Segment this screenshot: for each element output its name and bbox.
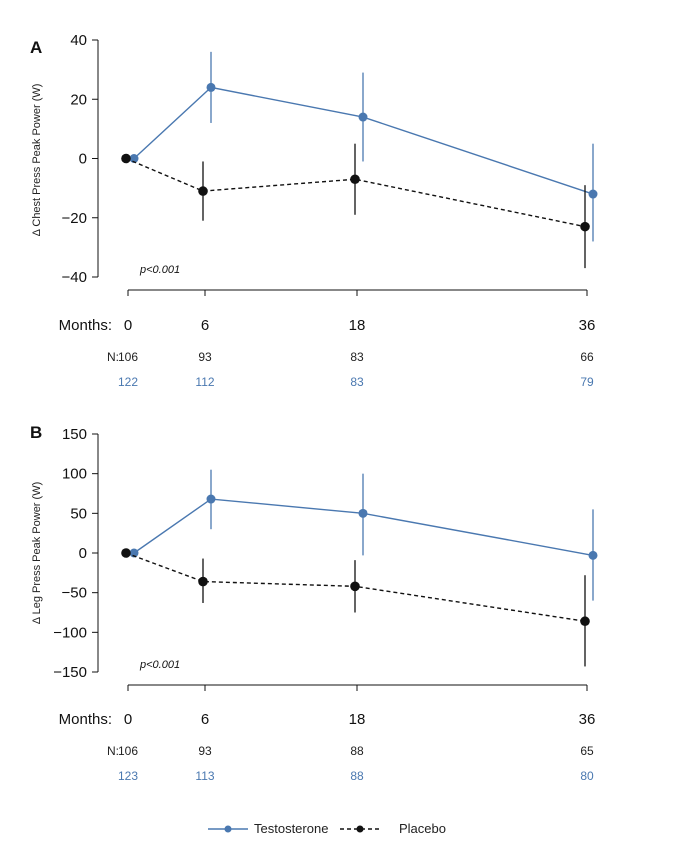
p-value-b: p<0.001 [139,659,180,671]
y-axis-label-a: Δ Chest Press Peak Power (W) [31,84,43,237]
n-count-placebo-a: 66 [580,350,594,364]
data-point-testosterone-b [129,548,139,558]
data-point-testosterone-a [588,189,598,199]
y-tick-label-b: 0 [79,545,87,562]
data-point-placebo-b [198,576,208,587]
n-count-testosterone-a: 122 [118,375,138,389]
data-point-testosterone-b [358,508,368,518]
n-count-placebo-a: 83 [350,350,364,364]
x-tick-label-a: 36 [579,317,596,334]
panel-b: B Δ Leg Press Peak Power (W) p<0.001 Mon… [30,423,598,783]
n-label-a: N: [107,350,119,364]
n-count-testosterone-b: 80 [580,769,594,783]
n-count-testosterone-b: 123 [118,769,138,783]
y-axis-label-b: Δ Leg Press Peak Power (W) [31,482,43,624]
data-point-placebo-a [350,174,360,185]
data-point-placebo-a [198,186,208,196]
n-count-testosterone-b: 88 [350,769,364,783]
data-point-testosterone-a [358,112,368,122]
series-line-placebo-b [125,552,586,622]
months-label-a: Months: [59,317,112,334]
panel-letter-a: A [30,38,42,57]
y-tick-label-a: −20 [62,210,87,227]
data-point-testosterone-a [206,82,216,92]
series-line-placebo-a [125,157,586,228]
n-label-b: N: [107,744,119,758]
n-count-testosterone-a: 83 [350,375,364,389]
n-count-testosterone-a: 79 [580,375,594,389]
data-point-testosterone-b [206,494,216,504]
n-count-placebo-a: 106 [118,350,138,364]
months-label-b: Months: [59,711,112,728]
y-tick-label-a: −40 [62,269,87,286]
data-point-testosterone-b [588,550,598,560]
legend: Testosterone Placebo [208,821,446,836]
data-point-placebo-a [580,221,590,232]
y-tick-label-a: 40 [70,32,87,49]
n-count-placebo-b: 88 [350,744,364,758]
x-tick-label-b: 6 [201,711,209,728]
legend-placebo-label: Placebo [399,821,446,836]
panel-a: A Δ Chest Press Peak Power (W) p<0.001 M… [30,32,598,389]
data-point-placebo-b [121,548,131,558]
n-count-placebo-a: 93 [198,350,212,364]
x-tick-label-b: 36 [579,711,596,728]
data-point-placebo-b [350,581,360,592]
x-tick-label-b: 0 [124,711,132,728]
series-line-testosterone-b [133,498,594,557]
n-count-placebo-b: 93 [198,744,212,758]
x-tick-label-a: 0 [124,317,132,334]
n-count-placebo-b: 65 [580,744,594,758]
y-tick-label-a: 20 [70,91,87,108]
p-value-a: p<0.001 [139,264,180,276]
data-point-placebo-a [121,153,131,164]
data-point-testosterone-a [129,154,139,163]
n-count-testosterone-a: 112 [195,375,214,389]
y-tick-label-b: −100 [53,624,87,641]
legend-placebo-marker [356,825,364,833]
legend-testosterone-marker [224,825,232,833]
y-tick-label-b: 150 [62,426,87,443]
x-tick-label-a: 18 [349,317,366,334]
y-tick-label-b: 50 [70,505,87,522]
panel-letter-b: B [30,423,42,442]
x-tick-label-a: 6 [201,317,209,334]
n-count-placebo-b: 106 [118,744,138,758]
y-tick-label-b: −150 [53,664,87,681]
n-count-testosterone-b: 113 [195,769,214,783]
data-point-placebo-b [580,616,590,627]
legend-testosterone-label: Testosterone [254,821,328,836]
series-line-testosterone-a [133,86,594,195]
y-tick-label-b: 100 [62,466,87,483]
y-tick-label-a: 0 [79,151,87,168]
x-tick-label-b: 18 [349,711,366,728]
y-tick-label-b: −50 [62,585,87,602]
